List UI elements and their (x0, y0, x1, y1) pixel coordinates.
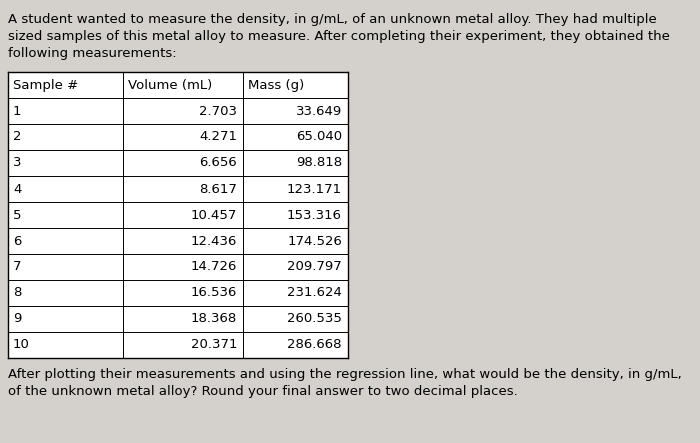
Text: Sample #: Sample # (13, 78, 78, 92)
Text: 174.526: 174.526 (287, 234, 342, 248)
Text: 98.818: 98.818 (296, 156, 342, 170)
Text: 1: 1 (13, 105, 22, 117)
Text: 7: 7 (13, 260, 22, 273)
Text: 4: 4 (13, 183, 22, 195)
Text: 123.171: 123.171 (287, 183, 342, 195)
Text: 3: 3 (13, 156, 22, 170)
Text: 231.624: 231.624 (287, 287, 342, 299)
Text: 14.726: 14.726 (190, 260, 237, 273)
Text: 20.371: 20.371 (190, 338, 237, 351)
Text: Mass (g): Mass (g) (248, 78, 304, 92)
Text: 209.797: 209.797 (287, 260, 342, 273)
Text: 65.040: 65.040 (296, 131, 342, 144)
Text: 5: 5 (13, 209, 22, 222)
Text: 9: 9 (13, 312, 22, 326)
Text: 2: 2 (13, 131, 22, 144)
Text: 10: 10 (13, 338, 30, 351)
Text: 18.368: 18.368 (190, 312, 237, 326)
Bar (8, 72, 348, 358)
Text: 4.271: 4.271 (199, 131, 237, 144)
Text: 8.617: 8.617 (199, 183, 237, 195)
Text: of the unknown metal alloy? Round your final answer to two decimal places.: of the unknown metal alloy? Round your f… (8, 385, 518, 398)
Text: following measurements:: following measurements: (8, 47, 176, 60)
Text: 153.316: 153.316 (287, 209, 342, 222)
Text: A student wanted to measure the density, in g/mL, of an unknown metal alloy. The: A student wanted to measure the density,… (8, 13, 657, 26)
Text: 33.649: 33.649 (295, 105, 342, 117)
Text: sized samples of this metal alloy to measure. After completing their experiment,: sized samples of this metal alloy to mea… (8, 30, 670, 43)
Text: 16.536: 16.536 (190, 287, 237, 299)
Text: 12.436: 12.436 (190, 234, 237, 248)
Text: 6: 6 (13, 234, 22, 248)
Text: 8: 8 (13, 287, 22, 299)
Text: 286.668: 286.668 (288, 338, 342, 351)
Text: 6.656: 6.656 (199, 156, 237, 170)
Text: 260.535: 260.535 (287, 312, 342, 326)
Text: After plotting their measurements and using the regression line, what would be t: After plotting their measurements and us… (8, 368, 682, 381)
Text: 2.703: 2.703 (199, 105, 237, 117)
Text: 10.457: 10.457 (190, 209, 237, 222)
Text: Volume (mL): Volume (mL) (128, 78, 212, 92)
